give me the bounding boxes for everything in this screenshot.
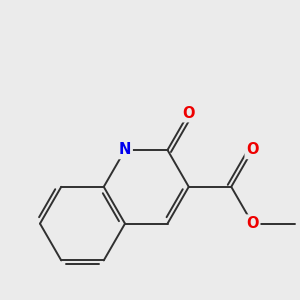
Text: N: N — [119, 142, 131, 158]
Text: O: O — [182, 106, 195, 121]
Text: O: O — [246, 142, 259, 158]
Text: O: O — [246, 216, 259, 231]
